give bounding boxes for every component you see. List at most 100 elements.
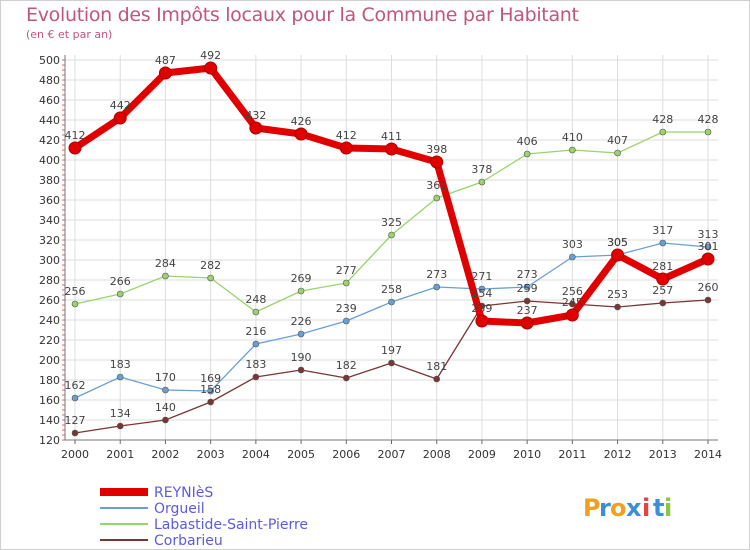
data-point xyxy=(433,283,441,291)
data-label: 432 xyxy=(245,109,266,122)
data-point xyxy=(565,308,579,322)
y-tick-label: 220 xyxy=(39,334,60,347)
data-point xyxy=(659,299,667,307)
data-point xyxy=(388,359,395,367)
data-label: 245 xyxy=(562,296,583,309)
data-label: 412 xyxy=(336,129,357,142)
y-tick-label: 420 xyxy=(39,134,60,147)
data-label: 406 xyxy=(517,135,538,148)
data-point xyxy=(252,308,260,316)
data-label: 325 xyxy=(381,216,402,229)
data-label: 426 xyxy=(291,115,312,128)
legend-label: Orgueil xyxy=(154,501,205,517)
data-label: 269 xyxy=(291,272,312,285)
data-label: 183 xyxy=(245,358,266,371)
x-tick-label: 2008 xyxy=(423,448,451,461)
data-point xyxy=(433,194,441,202)
data-point xyxy=(162,272,169,280)
data-label: 183 xyxy=(110,358,131,371)
data-point xyxy=(71,429,79,437)
data-point xyxy=(207,274,214,282)
data-label: 410 xyxy=(562,131,583,144)
x-tick-label: 2003 xyxy=(197,448,225,461)
data-point xyxy=(388,231,395,239)
data-point xyxy=(569,300,576,308)
data-point xyxy=(116,373,124,381)
data-label: 442 xyxy=(110,99,131,112)
data-point xyxy=(68,141,82,155)
data-label: 256 xyxy=(65,285,86,298)
y-tick-label: 140 xyxy=(39,414,60,427)
x-tick-label: 2012 xyxy=(604,448,632,461)
data-label: 398 xyxy=(426,143,447,156)
grid xyxy=(65,55,718,441)
x-tick-label: 2013 xyxy=(649,448,677,461)
data-point xyxy=(433,375,441,383)
data-point xyxy=(701,252,715,266)
data-point xyxy=(430,155,444,169)
y-tick-label: 500 xyxy=(39,54,60,67)
x-tick-label: 2014 xyxy=(694,448,722,461)
data-label: 317 xyxy=(652,224,673,237)
data-point xyxy=(704,243,712,251)
data-point xyxy=(204,61,218,75)
legend-label: REYNIèS xyxy=(154,485,213,501)
data-point xyxy=(659,239,667,247)
data-label: 254 xyxy=(471,287,492,300)
data-point xyxy=(162,416,169,424)
data-label: 305 xyxy=(607,236,628,249)
data-label: 190 xyxy=(291,351,312,364)
data-label: 378 xyxy=(471,163,492,176)
x-tick-label: 2004 xyxy=(242,448,270,461)
data-label: 259 xyxy=(517,282,538,295)
y-tick-label: 340 xyxy=(39,214,60,227)
data-point xyxy=(294,127,308,141)
data-point xyxy=(207,387,214,395)
logo-letter: t xyxy=(653,494,664,522)
data-point xyxy=(704,128,712,136)
y-tick-label: 320 xyxy=(39,234,60,247)
logo-letter: i xyxy=(664,494,672,522)
data-point xyxy=(656,272,670,286)
data-label: 226 xyxy=(291,315,312,328)
data-point xyxy=(523,283,531,291)
axes: 120 140 160 180 200 220 240 260 280 300 320 340 360 3… xyxy=(39,54,722,461)
data-label: 216 xyxy=(245,325,266,338)
data-label: 284 xyxy=(155,257,176,270)
data-label: 273 xyxy=(517,268,538,281)
series-layer xyxy=(68,61,715,437)
data-label: 271 xyxy=(471,270,492,283)
y-tick-label: 160 xyxy=(39,394,60,407)
data-label: 411 xyxy=(381,130,402,143)
x-tick-label: 2011 xyxy=(558,448,586,461)
x-tick-label: 2002 xyxy=(151,448,179,461)
data-point xyxy=(252,340,260,348)
y-tick-label: 260 xyxy=(39,294,60,307)
data-point xyxy=(523,297,531,305)
legend: REYNIèSOrgueilLabastide-Saint-PierreCorb… xyxy=(100,485,308,549)
data-label: 282 xyxy=(200,259,221,272)
data-label: 170 xyxy=(155,371,176,384)
x-tick-label: 2010 xyxy=(513,448,541,461)
chart-title: Evolution des Impôts locaux pour la Comm… xyxy=(26,4,579,26)
y-tick-label: 180 xyxy=(39,374,60,387)
data-point xyxy=(520,316,534,330)
y-tick-label: 480 xyxy=(39,74,60,87)
logo-letter: x xyxy=(626,494,642,522)
data-point xyxy=(297,330,305,338)
data-point xyxy=(611,248,625,262)
data-point xyxy=(614,303,621,311)
x-tick-label: 2007 xyxy=(378,448,406,461)
data-point xyxy=(252,373,260,381)
data-label: 182 xyxy=(336,359,357,372)
data-label: 134 xyxy=(110,407,131,420)
data-point xyxy=(659,128,667,136)
y-tick-label: 400 xyxy=(39,154,60,167)
data-label: 140 xyxy=(155,401,176,414)
data-label: 428 xyxy=(698,113,719,126)
data-point xyxy=(569,146,576,154)
data-label: 301 xyxy=(698,240,719,253)
data-point xyxy=(116,290,124,298)
data-point xyxy=(71,300,79,308)
data-point xyxy=(475,314,489,328)
